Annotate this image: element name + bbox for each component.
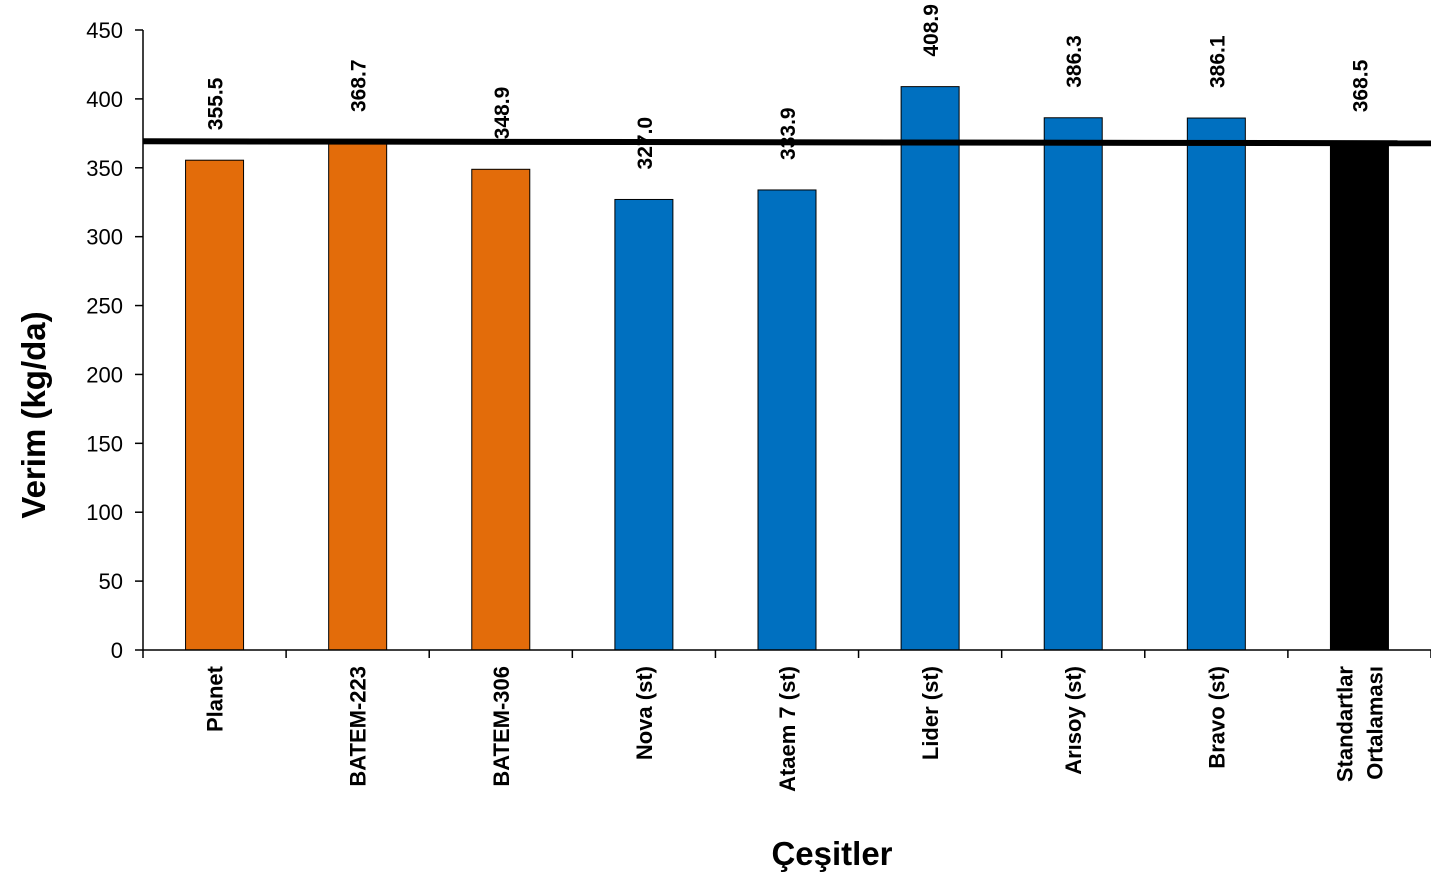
- y-tick-label: 200: [86, 362, 123, 387]
- bar: [1186, 117, 1246, 651]
- bar: [185, 159, 245, 651]
- category-label: Bravo (st): [1204, 666, 1229, 769]
- y-tick-label: 450: [86, 18, 123, 43]
- bar: [900, 86, 960, 651]
- y-tick-label: 350: [86, 156, 123, 181]
- bar-value-label: 368.5: [1349, 59, 1372, 112]
- bar-value-label: 368.7: [348, 59, 371, 112]
- y-tick-label: 50: [99, 569, 123, 594]
- bar: [614, 198, 674, 651]
- y-axis-ticks: 0 50 100 150 200 250 300 350 400 450: [86, 18, 143, 663]
- category-label: BATEM-306: [489, 666, 514, 787]
- bar-value-label: 348.9: [491, 87, 514, 140]
- bar: [328, 141, 388, 651]
- category-label: Nova (st): [632, 666, 657, 760]
- bar: [757, 189, 817, 651]
- category-labels: Planet BATEM-223 BATEM-306 Nova (st) Ataem 7…: [203, 665, 1388, 792]
- category-label: Planet: [203, 665, 228, 732]
- y-tick-label: 300: [86, 225, 123, 250]
- value-labels: 355.5368.7348.9327.0333.9408.9386.3386.1…: [205, 4, 1373, 169]
- y-tick-label: 400: [86, 87, 123, 112]
- bar-value-label: 386.3: [1063, 35, 1086, 88]
- y-tick-label: 250: [86, 294, 123, 319]
- category-label: Ataem 7 (st): [775, 666, 800, 792]
- category-label: BATEM-223: [346, 666, 371, 787]
- y-axis-title: Verim (kg/da): [15, 311, 52, 518]
- average-reference-line: [142, 138, 1431, 147]
- x-axis-ticks: [142, 650, 1431, 658]
- bar: [1329, 141, 1389, 651]
- category-label: Lider (st): [918, 666, 943, 760]
- bar-value-label: 408.9: [920, 4, 943, 57]
- bars: [185, 86, 1389, 651]
- category-label: Arısoy (st): [1061, 666, 1086, 775]
- y-tick-label: 100: [86, 500, 123, 525]
- bar: [471, 168, 531, 651]
- bar-value-label: 386.1: [1206, 35, 1229, 88]
- x-axis-title: Çeşitler: [771, 835, 892, 872]
- y-tick-label: 0: [111, 638, 123, 663]
- bar-value-label: 355.5: [205, 77, 228, 130]
- category-label: Ortalaması: [1362, 666, 1387, 780]
- category-label: Standartlar: [1332, 666, 1357, 783]
- y-tick-label: 150: [86, 431, 123, 456]
- bar: [1043, 117, 1103, 651]
- bar-value-label: 333.9: [777, 107, 800, 160]
